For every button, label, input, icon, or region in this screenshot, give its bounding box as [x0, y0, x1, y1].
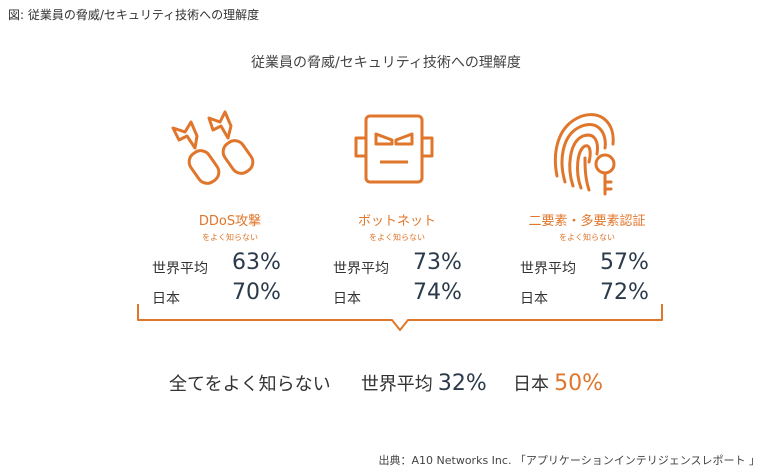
column-subtitle: をよく知らない	[559, 233, 615, 242]
source-credit: 出典：A10 Networks Inc. 「アプリケーションインテリジェンスレポ…	[378, 454, 761, 467]
column-name: ボットネット	[357, 214, 436, 229]
column-botnet-heading: ボットネット をよく知らない	[297, 210, 497, 243]
figure-caption: 図: 従業員の脅威/セキュリティ技術への理解度	[8, 8, 260, 22]
chart-title: 従業員の脅威/セキュリティ技術への理解度	[251, 55, 521, 71]
japan-value: 72%	[600, 280, 649, 305]
column-name: DDoS攻撃	[198, 214, 262, 229]
japan-label: 日本	[333, 291, 361, 307]
world-average-label: 世界平均	[333, 261, 389, 277]
column-subtitle: をよく知らない	[369, 233, 425, 242]
world-average-label: 世界平均	[520, 261, 576, 277]
world-average-value: 57%	[600, 250, 649, 275]
summary-world-label: 世界平均	[360, 374, 433, 395]
japan-value: 70%	[232, 280, 281, 305]
japan-label: 日本	[520, 291, 548, 307]
ddos-missile-icon	[171, 110, 255, 185]
japan-value: 74%	[413, 280, 462, 305]
japan-label: 日本	[152, 291, 180, 307]
column-ddos-heading: DDoS攻撃 をよく知らない	[130, 210, 330, 243]
summary-world-value: 32%	[437, 371, 487, 396]
column-name: 二要素・多要素認証	[528, 214, 646, 229]
world-average-value: 63%	[232, 250, 281, 275]
column-mfa-heading: 二要素・多要素認証 をよく知らない	[487, 210, 687, 243]
summary-text: 全てをよく知らない	[168, 374, 331, 395]
summary-japan-value: 50%	[554, 371, 603, 396]
world-average-value: 73%	[413, 250, 462, 275]
summary-japan-label: 日本	[513, 374, 549, 395]
column-subtitle: をよく知らない	[202, 233, 258, 242]
summary-line: 全てをよく知らない 世界平均 32% 日本 50%	[0, 370, 772, 396]
world-average-label: 世界平均	[152, 261, 208, 277]
bot-face-icon	[354, 114, 434, 184]
fingerprint-key-icon	[553, 113, 616, 196]
